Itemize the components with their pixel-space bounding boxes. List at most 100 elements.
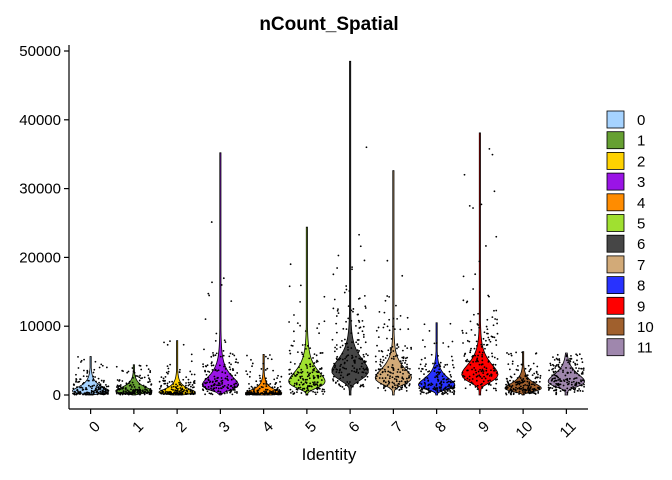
point-6 bbox=[337, 312, 340, 314]
point-4 bbox=[273, 378, 276, 381]
point-11 bbox=[559, 380, 562, 383]
point-8 bbox=[430, 353, 433, 356]
point-6 bbox=[345, 328, 348, 330]
point-11 bbox=[578, 353, 581, 356]
point-6 bbox=[363, 360, 366, 362]
point-0 bbox=[86, 372, 89, 374]
point-0 bbox=[100, 379, 103, 382]
point-3 bbox=[206, 381, 208, 384]
point-10 bbox=[521, 381, 523, 384]
point-0 bbox=[87, 384, 90, 387]
point-4 bbox=[268, 392, 271, 394]
point-6 bbox=[333, 350, 336, 353]
point-9 bbox=[477, 312, 480, 315]
point-1 bbox=[128, 380, 131, 383]
point-9 bbox=[495, 309, 498, 312]
point-2 bbox=[178, 390, 181, 393]
point-5 bbox=[295, 388, 298, 391]
point-9 bbox=[470, 381, 473, 384]
legend-swatch-2 bbox=[606, 151, 625, 170]
point-1 bbox=[144, 388, 146, 391]
point-7 bbox=[389, 375, 391, 378]
point-7 bbox=[410, 348, 413, 350]
point-10 bbox=[530, 386, 532, 388]
point-4 bbox=[259, 380, 262, 382]
point-11 bbox=[572, 386, 574, 388]
point-6 bbox=[346, 374, 349, 377]
point-11 bbox=[551, 363, 554, 366]
point-10 bbox=[507, 353, 510, 356]
point-9 bbox=[475, 371, 478, 374]
point-3 bbox=[210, 364, 213, 367]
point-6 bbox=[362, 353, 365, 356]
point-1 bbox=[128, 382, 130, 385]
point-6 bbox=[331, 369, 334, 372]
point-10 bbox=[511, 360, 514, 363]
point-6 bbox=[344, 357, 346, 360]
point-3 bbox=[207, 376, 210, 379]
point-2 bbox=[171, 380, 174, 383]
point-8 bbox=[428, 330, 431, 332]
point-6 bbox=[332, 378, 334, 381]
point-7 bbox=[404, 345, 407, 347]
point-1 bbox=[150, 383, 153, 386]
point-5 bbox=[308, 384, 311, 387]
point-8 bbox=[431, 383, 434, 386]
point-8 bbox=[449, 386, 452, 389]
point-3 bbox=[218, 364, 221, 367]
point-2 bbox=[190, 353, 193, 356]
point-3 bbox=[224, 377, 227, 380]
point-7 bbox=[399, 328, 402, 331]
point-2 bbox=[164, 376, 167, 378]
point-2 bbox=[158, 387, 161, 390]
point-1 bbox=[138, 379, 141, 382]
point-10 bbox=[526, 384, 529, 387]
point-4 bbox=[271, 392, 274, 394]
point-6 bbox=[362, 325, 365, 328]
point-7 bbox=[395, 380, 398, 383]
point-11 bbox=[570, 355, 572, 357]
point-5 bbox=[316, 391, 319, 394]
point-0 bbox=[72, 384, 75, 386]
point-10 bbox=[510, 352, 512, 355]
point-7 bbox=[394, 386, 397, 389]
point-5 bbox=[288, 368, 291, 371]
point-5 bbox=[308, 357, 311, 360]
point-0 bbox=[94, 389, 97, 392]
point-6 bbox=[338, 358, 340, 361]
point-10 bbox=[527, 364, 530, 367]
point-1 bbox=[121, 380, 124, 382]
point-8 bbox=[422, 386, 425, 388]
point-2 bbox=[169, 363, 172, 366]
point-9 bbox=[464, 387, 467, 390]
point-10 bbox=[522, 386, 524, 389]
point-0 bbox=[82, 381, 85, 384]
point-9 bbox=[492, 387, 495, 390]
point-0 bbox=[97, 377, 100, 380]
point-6 bbox=[362, 367, 365, 370]
point-7 bbox=[379, 363, 381, 366]
point-6 bbox=[341, 339, 343, 342]
point-5 bbox=[305, 382, 308, 384]
point-0 bbox=[107, 389, 110, 392]
point-8 bbox=[426, 377, 429, 379]
violin-3 bbox=[201, 152, 239, 396]
point-8 bbox=[428, 370, 431, 373]
point-1 bbox=[149, 388, 152, 390]
point-4 bbox=[277, 392, 280, 395]
point-9 bbox=[475, 360, 477, 363]
point-9 bbox=[471, 368, 473, 371]
point-8 bbox=[432, 362, 434, 365]
point-7 bbox=[389, 371, 391, 374]
point-10 bbox=[534, 388, 537, 391]
point-1 bbox=[149, 370, 152, 372]
point-5 bbox=[305, 363, 307, 366]
point-4 bbox=[263, 391, 266, 394]
point-6 bbox=[343, 388, 346, 390]
point-9 bbox=[462, 299, 465, 302]
point-11 bbox=[574, 384, 577, 387]
point-2 bbox=[176, 392, 178, 395]
point-7 bbox=[406, 347, 409, 349]
point-9 bbox=[472, 354, 474, 357]
point-3 bbox=[219, 390, 222, 393]
